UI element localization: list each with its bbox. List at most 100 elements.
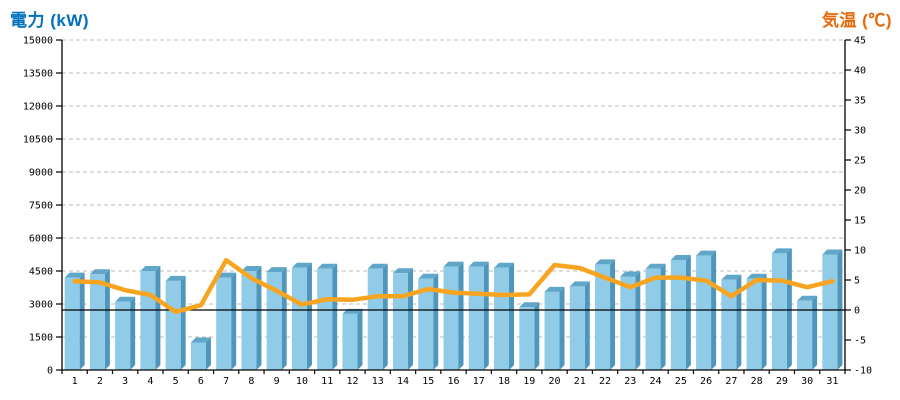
power-bar-top: [494, 262, 515, 268]
power-bar-side: [635, 271, 641, 370]
day-label-29: 29: [776, 376, 788, 387]
day-label-8: 8: [248, 376, 254, 387]
left-axis-tick-label: 7500: [29, 201, 53, 212]
day-label-5: 5: [173, 376, 179, 387]
power-bar-top: [569, 281, 590, 287]
day-label-4: 4: [147, 376, 153, 387]
day-label-11: 11: [321, 376, 333, 387]
power-bar-top: [115, 296, 136, 302]
power-bar-day-14: [392, 273, 408, 370]
left-axis-tick-label: 4500: [29, 267, 53, 278]
power-bar-day-28: [746, 278, 762, 370]
power-bar-day-5: [165, 280, 181, 370]
power-bar-day-7: [216, 277, 232, 370]
power-bar-day-18: [494, 267, 510, 370]
power-bar-side: [685, 255, 691, 370]
right-axis-tick-label: -5: [854, 336, 866, 347]
day-label-3: 3: [122, 376, 128, 387]
power-bar-side: [231, 272, 237, 370]
power-bar-side: [79, 272, 85, 370]
power-bar-side: [559, 286, 565, 370]
right-axis-tick-label: 30: [854, 126, 866, 137]
day-label-9: 9: [274, 376, 280, 387]
left-axis-tick-label: 6000: [29, 234, 53, 245]
temperature-line: [72, 257, 835, 315]
day-label-20: 20: [549, 376, 561, 387]
power-bar-day-23: [620, 276, 636, 370]
power-bar-top: [696, 250, 717, 256]
day-label-24: 24: [650, 376, 662, 387]
power-bar-top: [392, 268, 413, 274]
power-bar-day-29: [771, 253, 787, 370]
power-bar-day-20: [544, 291, 560, 370]
power-bar-top: [165, 275, 186, 281]
day-label-13: 13: [372, 376, 384, 387]
left-axis-tick-label: 12000: [23, 102, 53, 113]
power-bar-day-10: [291, 267, 307, 370]
day-label-10: 10: [296, 376, 308, 387]
right-axis-tick-label: -10: [854, 366, 872, 377]
left-axis-tick-label: 9000: [29, 168, 53, 179]
day-label-22: 22: [599, 376, 611, 387]
power-bar-side: [812, 295, 818, 370]
power-bar-top: [266, 267, 287, 273]
day-label-1: 1: [72, 376, 78, 387]
day-label-26: 26: [700, 376, 712, 387]
day-label-15: 15: [422, 376, 434, 387]
power-bar-day-21: [569, 286, 585, 370]
power-bar-side: [332, 263, 338, 370]
right-axis-tick-label: 5: [854, 276, 860, 287]
power-bar-side: [786, 248, 792, 370]
left-axis-tick-label: 13500: [23, 69, 53, 80]
day-label-14: 14: [397, 376, 409, 387]
power-bar-day-15: [418, 278, 434, 370]
power-bar-side: [407, 268, 413, 370]
right-axis-tick-label: 0: [854, 306, 860, 317]
power-bar-top: [317, 263, 338, 269]
power-bar-side: [104, 269, 110, 370]
day-label-18: 18: [498, 376, 510, 387]
left-axis-tick-label: 15000: [23, 36, 53, 47]
power-bar-top: [620, 271, 641, 277]
power-bar-day-12: [342, 313, 358, 370]
power-bar-top: [468, 261, 489, 267]
power-bar-top: [519, 302, 540, 308]
power-bar-day-4: [140, 271, 156, 370]
power-bar-day-31: [822, 254, 838, 370]
day-label-21: 21: [574, 376, 586, 387]
power-bar-top: [190, 337, 211, 343]
power-bar-top: [64, 272, 85, 278]
power-bar-day-9: [266, 272, 282, 370]
power-bar-top: [595, 259, 616, 265]
power-bar-top: [797, 295, 818, 301]
power-bar-top: [89, 269, 110, 275]
power-bar-side: [205, 337, 211, 370]
right-axis-tick-label: 25: [854, 156, 866, 167]
right-axis-tick-label: 20: [854, 186, 866, 197]
power-bar-side: [433, 273, 439, 370]
power-bar-day-8: [241, 271, 257, 370]
day-label-25: 25: [675, 376, 687, 387]
power-bar-top: [140, 266, 161, 271]
power-bar-side: [736, 274, 742, 370]
right-axis-title: 気温 (℃): [821, 11, 892, 30]
day-label-31: 31: [826, 376, 838, 387]
power-bar-top: [443, 261, 464, 267]
right-axis-tick-label: 15: [854, 216, 866, 227]
power-bar-side: [610, 259, 616, 370]
right-axis-tick-label: 45: [854, 36, 866, 47]
power-bar-side: [761, 273, 767, 370]
day-label-7: 7: [223, 376, 229, 387]
power-bar-side: [357, 308, 363, 370]
power-bar-top: [544, 286, 565, 292]
power-bar-top: [291, 262, 312, 268]
power-bar-side: [155, 266, 161, 370]
left-axis-title: 電力 (kW): [10, 11, 90, 30]
power-bar-top: [670, 255, 691, 260]
right-axis-tick-label: 40: [854, 66, 866, 77]
day-label-6: 6: [198, 376, 204, 387]
power-bar-side: [306, 262, 312, 370]
left-axis-tick-label: 3000: [29, 300, 53, 311]
power-bar-side: [483, 261, 489, 370]
day-label-23: 23: [624, 376, 636, 387]
